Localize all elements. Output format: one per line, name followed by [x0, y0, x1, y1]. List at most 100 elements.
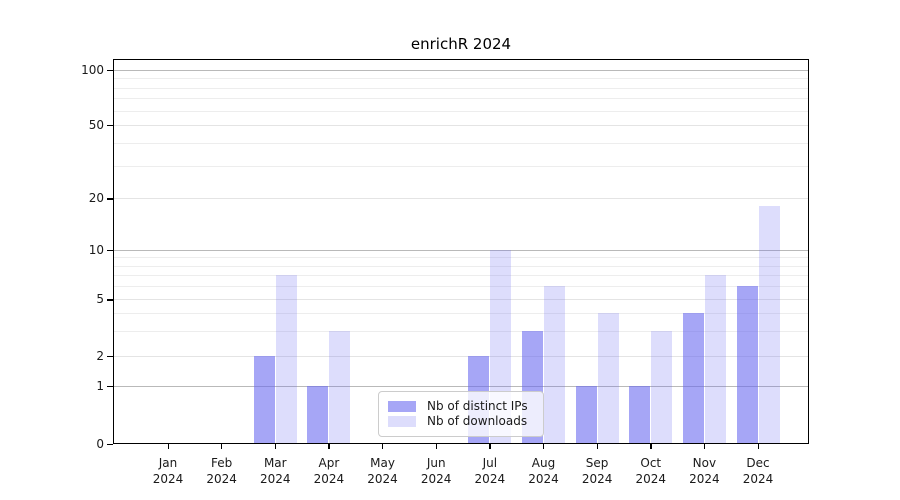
x-tick-mark	[703, 444, 706, 449]
x-tick-label-line: Mar	[263, 455, 287, 470]
y-tick-label: 20	[88, 191, 104, 206]
y-tick-label: 5	[96, 292, 104, 307]
y-tick-mark	[107, 443, 113, 445]
x-tick-label: Aug 2024	[511, 455, 575, 487]
y-tick-mark	[107, 250, 113, 252]
x-tick-label-line: Nov	[692, 455, 717, 470]
plot-area: Nb of distinct IPs Nb of downloads	[113, 59, 809, 444]
gridline-minor	[113, 330, 809, 332]
x-tick-label-line: 2024	[528, 471, 559, 486]
x-tick-label: Feb 2024	[190, 455, 254, 487]
x-tick-mark	[274, 444, 277, 449]
y-tick-label: 2	[96, 349, 104, 363]
legend: Nb of distinct IPs Nb of downloads	[378, 391, 544, 437]
x-tick-label-line: Jul	[482, 455, 498, 470]
bar-distinct-ips-mar	[253, 356, 275, 444]
gridline-minor	[113, 87, 809, 89]
x-tick-mark	[435, 444, 437, 449]
gridline-labeled-minor	[113, 198, 809, 200]
y-tick-mark	[107, 299, 113, 301]
y-tick-mark	[107, 386, 113, 388]
gridline-labeled-minor	[113, 125, 809, 126]
gridline-major	[113, 386, 809, 387]
gridline-major	[113, 250, 809, 251]
x-tick-label: Dec 2024	[726, 455, 790, 487]
y-tick-label: 10	[88, 243, 104, 257]
bar-downloads-dec	[758, 206, 780, 444]
y-tick-mark	[107, 70, 113, 72]
x-tick-mark	[328, 444, 330, 449]
gridline-minor	[113, 165, 809, 167]
y-tick-mark	[107, 356, 113, 358]
gridline-labeled-minor	[113, 299, 809, 301]
y-tick-mark	[107, 198, 113, 200]
y-tick-label: 100	[81, 63, 104, 77]
gridline-minor	[113, 265, 809, 267]
bar-downloads-mar	[275, 275, 297, 444]
bar-distinct-ips-sep	[575, 386, 597, 444]
x-tick-mark	[489, 444, 491, 449]
x-tick-label-line: 2024	[689, 471, 720, 486]
x-tick-label-line: Oct	[640, 455, 662, 470]
x-tick-mark	[650, 444, 652, 449]
x-tick-label-line: Aug	[531, 455, 556, 470]
bar-distinct-ips-oct	[629, 386, 651, 444]
gridline-major	[113, 70, 809, 71]
gridline-labeled-minor	[113, 356, 809, 357]
gridline-minor	[113, 110, 809, 112]
x-tick-label-line: 2024	[152, 471, 184, 486]
gridline-minor	[113, 257, 809, 259]
x-tick-label-line: 2024	[313, 471, 345, 486]
gridline-minor	[113, 98, 809, 100]
x-tick-label: Jun 2024	[404, 455, 468, 487]
legend-label-distinct-ips: Nb of distinct IPs	[427, 399, 528, 413]
bar-downloads-sep	[597, 313, 619, 444]
x-tick-label: Jan 2024	[136, 455, 200, 487]
x-tick-label: Apr 2024	[297, 455, 361, 487]
x-tick-label: Oct 2024	[619, 455, 683, 487]
x-tick-label-line: 2024	[635, 471, 667, 486]
legend-swatch-distinct-ips	[388, 401, 416, 412]
bar-downloads-apr	[329, 330, 351, 444]
x-tick-label-line: 2024	[474, 471, 506, 486]
x-tick-label-line: 2024	[206, 471, 237, 486]
x-tick-label-line: 2024	[420, 471, 452, 486]
bar-distinct-ips-apr	[307, 386, 329, 444]
x-tick-label-line: 2024	[742, 471, 774, 486]
x-tick-mark	[382, 444, 384, 449]
x-tick-mark	[757, 444, 759, 449]
x-tick-label-line: Sep	[585, 455, 609, 470]
x-tick-label: Sep 2024	[565, 455, 629, 487]
x-tick-label: Mar 2024	[243, 455, 307, 487]
legend-swatch-downloads	[388, 416, 416, 427]
x-tick-mark	[596, 444, 598, 449]
x-tick-mark	[167, 444, 169, 449]
x-tick-label-line: 2024	[581, 471, 613, 486]
bar-downloads-nov	[704, 275, 726, 444]
bar-distinct-ips-nov	[682, 313, 704, 444]
y-tick-label: 0	[96, 436, 104, 451]
x-tick-label: Jul 2024	[458, 455, 522, 487]
x-tick-label: Nov 2024	[672, 455, 736, 487]
legend-item-downloads: Nb of downloads	[388, 414, 534, 429]
gridline-minor	[113, 313, 809, 315]
x-tick-label-line: May	[370, 455, 395, 470]
bar-distinct-ips-dec	[736, 286, 758, 444]
x-tick-label-line: 2024	[259, 471, 291, 486]
legend-item-distinct-ips: Nb of distinct IPs	[388, 399, 534, 414]
x-tick-mark	[221, 444, 223, 449]
legend-label-downloads: Nb of downloads	[427, 414, 528, 428]
y-tick-label: 1	[96, 379, 104, 393]
bar-downloads-aug	[543, 286, 565, 444]
gridline-minor	[113, 78, 809, 80]
chart-title: enrichR 2024	[410, 35, 512, 53]
x-tick-label: May 2024	[351, 455, 415, 487]
gridline-minor	[113, 142, 809, 144]
x-tick-label-line: Jan	[158, 455, 178, 470]
x-tick-label-line: Apr	[318, 455, 340, 470]
gridline-minor	[113, 286, 809, 288]
x-tick-label-line: 2024	[367, 471, 398, 486]
x-tick-mark	[542, 444, 545, 449]
x-tick-label-line: Jun	[426, 455, 446, 470]
